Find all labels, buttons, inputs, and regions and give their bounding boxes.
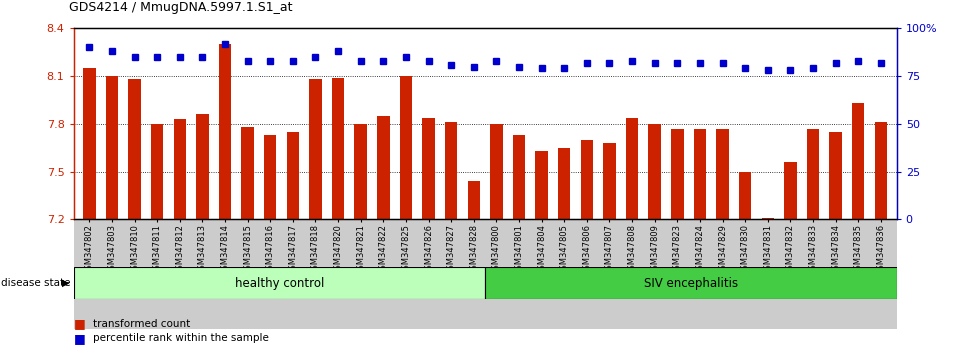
Bar <box>490 124 503 219</box>
Text: ■: ■ <box>74 332 85 344</box>
Bar <box>422 118 435 219</box>
Bar <box>807 129 819 219</box>
Bar <box>485 267 897 299</box>
Text: percentile rank within the sample: percentile rank within the sample <box>93 333 269 343</box>
Bar <box>784 162 797 219</box>
Bar <box>173 119 186 219</box>
Bar <box>355 124 367 219</box>
Text: transformed count: transformed count <box>93 319 190 329</box>
Bar <box>558 148 570 219</box>
Bar <box>151 124 164 219</box>
Bar <box>445 122 458 219</box>
Bar <box>83 68 95 219</box>
Bar <box>219 44 231 219</box>
Text: ■: ■ <box>74 318 85 330</box>
Bar <box>604 143 615 219</box>
Text: disease state: disease state <box>1 278 71 288</box>
Text: ▶: ▶ <box>62 278 70 288</box>
Bar <box>106 76 119 219</box>
Bar <box>310 79 321 219</box>
Bar <box>332 78 344 219</box>
Bar <box>649 124 661 219</box>
Bar <box>829 132 842 219</box>
Bar <box>716 129 729 219</box>
Bar <box>377 116 390 219</box>
Bar <box>874 122 887 219</box>
Bar <box>400 76 413 219</box>
Bar <box>580 140 593 219</box>
Bar <box>196 114 209 219</box>
Bar <box>286 132 299 219</box>
Bar <box>739 172 752 219</box>
Text: GDS4214 / MmugDNA.5997.1.S1_at: GDS4214 / MmugDNA.5997.1.S1_at <box>69 1 292 14</box>
Bar <box>694 129 707 219</box>
Bar <box>535 151 548 219</box>
Bar <box>241 127 254 219</box>
Text: healthy control: healthy control <box>234 277 324 290</box>
Bar <box>513 135 525 219</box>
Bar <box>671 129 684 219</box>
Bar <box>852 103 864 219</box>
Bar <box>467 181 480 219</box>
Bar <box>74 267 485 299</box>
Bar <box>626 118 638 219</box>
Bar <box>264 135 276 219</box>
Bar <box>761 218 774 219</box>
Bar <box>128 79 141 219</box>
Text: SIV encephalitis: SIV encephalitis <box>644 277 738 290</box>
